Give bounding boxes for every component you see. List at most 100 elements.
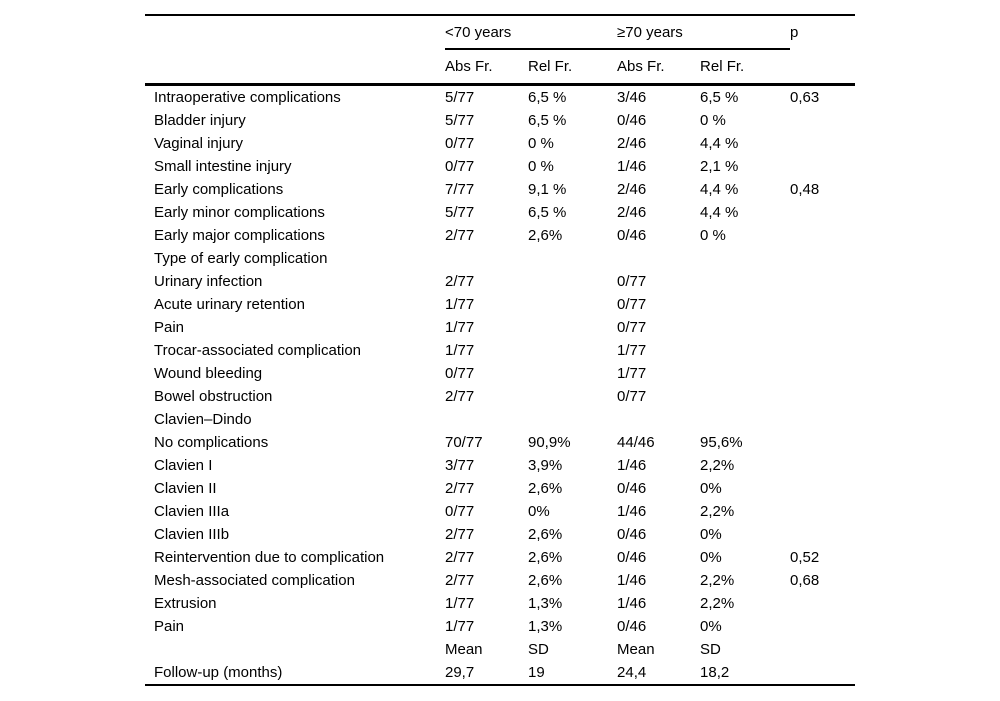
p-value: 0,52 xyxy=(790,549,820,566)
rel-fr-70-and-over-value: 0 % xyxy=(700,227,726,244)
table-row: Pain 1/77 1,3% 0/46 0% xyxy=(145,615,855,638)
row-label: Bowel obstruction xyxy=(154,388,273,405)
abs-fr-70-and-over-value xyxy=(617,408,700,431)
table-row: Follow-up (months) 29,7 19 24,4 18,2 xyxy=(145,661,855,685)
p-column-header: p xyxy=(790,24,799,41)
table-row: Vaginal injury 0/77 0 % 2/46 4,4 % xyxy=(145,132,855,155)
abs-fr-header-70-and-over: Abs Fr. xyxy=(617,49,701,86)
rel-fr-70-and-over-value: 18,2 xyxy=(700,664,730,681)
abs-fr-under-70-value: 3/77 xyxy=(445,457,475,474)
group-header-under-70: <70 years xyxy=(445,15,618,50)
rel-fr-70-and-over-value xyxy=(700,293,790,316)
p-value xyxy=(790,477,855,500)
group-header-row: <70 years ≥70 years p xyxy=(145,15,855,50)
empty-subheader-cell xyxy=(145,49,445,86)
abs-fr-70-and-over-value xyxy=(617,247,700,270)
row-label: Extrusion xyxy=(154,595,217,612)
abs-fr-under-70-value: 2/77 xyxy=(445,526,475,543)
sub-header-row: Abs Fr. Rel Fr. Abs Fr. Rel Fr. xyxy=(145,49,856,86)
abs-fr-under-70-value: 2/77 xyxy=(445,273,475,290)
rel-fr-under-70-value xyxy=(528,270,617,293)
abs-fr-under-70-value: 2/77 xyxy=(445,227,475,244)
rel-fr-70-and-over-value: 2,2% xyxy=(700,595,735,612)
rel-fr-under-70-value: 2,6% xyxy=(528,549,563,566)
row-label: Trocar-associated complication xyxy=(154,342,362,359)
rel-fr-70-and-over-value xyxy=(700,316,790,339)
abs-fr-under-70-value: 5/77 xyxy=(445,112,475,129)
p-value xyxy=(790,615,855,638)
p-value xyxy=(790,247,855,270)
row-label: Mesh-associated complication xyxy=(154,572,355,589)
table-row: Mesh-associated complication 2/77 2,6% 1… xyxy=(145,569,855,592)
abs-fr-under-70-value: 7/77 xyxy=(445,181,475,198)
table-row: Pain 1/77 0/77 xyxy=(145,316,855,339)
rel-fr-under-70-value: 19 xyxy=(528,664,545,681)
rel-fr-70-and-over-value: 0% xyxy=(700,526,722,543)
abs-fr-70-and-over-value: 0/77 xyxy=(617,273,647,290)
table-row: Bowel obstruction 2/77 0/77 xyxy=(145,385,855,408)
rel-fr-70-and-over-value: 0% xyxy=(700,618,722,635)
row-label: Vaginal injury xyxy=(154,135,243,152)
abs-fr-under-70-value: 1/77 xyxy=(445,296,475,313)
rel-fr-under-70-value xyxy=(528,362,617,385)
rel-fr-under-70-value xyxy=(528,247,617,270)
abs-fr-70-and-over-value: 3/46 xyxy=(617,89,647,106)
rel-fr-under-70-value: 1,3% xyxy=(528,618,563,635)
abs-fr-under-70-value: 1/77 xyxy=(445,595,475,612)
p-value xyxy=(790,661,855,685)
abs-fr-under-70-value: 1/77 xyxy=(445,342,475,359)
p-value xyxy=(790,523,855,546)
abs-fr-70-and-over-value: 0/46 xyxy=(617,112,647,129)
rel-fr-under-70-value: SD xyxy=(528,641,549,658)
p-value xyxy=(790,500,855,523)
abs-fr-under-70-value: 0/77 xyxy=(445,365,475,382)
abs-fr-under-70-value: 2/77 xyxy=(445,388,475,405)
abs-fr-70-and-over-value: 1/77 xyxy=(617,365,647,382)
abs-fr-header-under-70: Abs Fr. xyxy=(445,49,528,86)
table-row: Bladder injury 5/77 6,5 % 0/46 0 % xyxy=(145,109,855,132)
p-value: 0,63 xyxy=(790,89,820,106)
p-value xyxy=(790,293,855,316)
rel-fr-under-70-value: 6,5 % xyxy=(528,204,567,221)
p-value xyxy=(790,201,855,224)
table-row: Clavien IIIa 0/77 0% 1/46 2,2% xyxy=(145,500,855,523)
abs-fr-70-and-over-value: 0/46 xyxy=(617,480,647,497)
group-header-70-and-over: ≥70 years xyxy=(617,15,791,50)
row-label: Small intestine injury xyxy=(154,158,292,175)
rel-fr-70-and-over-value xyxy=(700,270,790,293)
abs-fr-under-70-value: 5/77 xyxy=(445,89,475,106)
table-row: Trocar-associated complication 1/77 1/77 xyxy=(145,339,855,362)
abs-fr-under-70-value: 0/77 xyxy=(445,503,475,520)
rel-fr-under-70-value: 0 % xyxy=(528,135,554,152)
rel-fr-70-and-over-value xyxy=(700,408,790,431)
rel-fr-under-70-value: 6,5 % xyxy=(528,89,567,106)
rel-fr-under-70-value: 6,5 % xyxy=(528,112,567,129)
table-row: Early major complications 2/77 2,6% 0/46… xyxy=(145,224,855,247)
rel-fr-under-70-value: 90,9% xyxy=(528,434,571,451)
table-row: Clavien IIIb 2/77 2,6% 0/46 0% xyxy=(145,523,855,546)
table-row: No complications 70/77 90,9% 44/46 95,6% xyxy=(145,431,855,454)
rel-fr-70-and-over-value xyxy=(700,247,790,270)
p-value xyxy=(790,270,855,293)
abs-fr-70-and-over-value: 0/46 xyxy=(617,227,647,244)
rel-fr-70-and-over-value: 4,4 % xyxy=(700,204,739,221)
rel-fr-70-and-over-value: 2,2% xyxy=(700,457,735,474)
p-value xyxy=(790,431,855,454)
table-row: Wound bleeding 0/77 1/77 xyxy=(145,362,855,385)
row-label: Follow-up (months) xyxy=(154,664,283,681)
rel-fr-70-and-over-value: 4,4 % xyxy=(700,135,739,152)
rel-fr-under-70-value: 2,6% xyxy=(528,227,563,244)
row-label: Wound bleeding xyxy=(154,365,263,382)
p-value: 0,48 xyxy=(790,181,820,198)
p-value xyxy=(790,408,855,431)
abs-fr-70-and-over-value: 1/46 xyxy=(617,572,647,589)
table-row: Clavien–Dindo xyxy=(145,408,855,431)
p-value xyxy=(790,385,855,408)
abs-fr-under-70-value: 1/77 xyxy=(445,319,475,336)
table-row: Reintervention due to complication 2/77 … xyxy=(145,546,855,569)
rel-fr-70-and-over-value: 2,2% xyxy=(700,572,735,589)
abs-fr-70-and-over-value: 2/46 xyxy=(617,181,647,198)
row-label: Clavien IIIa xyxy=(154,503,230,520)
complications-table-wrap: <70 years ≥70 years p Abs Fr. Rel Fr. Ab… xyxy=(145,14,856,686)
rel-fr-70-and-over-value: SD xyxy=(700,641,721,658)
